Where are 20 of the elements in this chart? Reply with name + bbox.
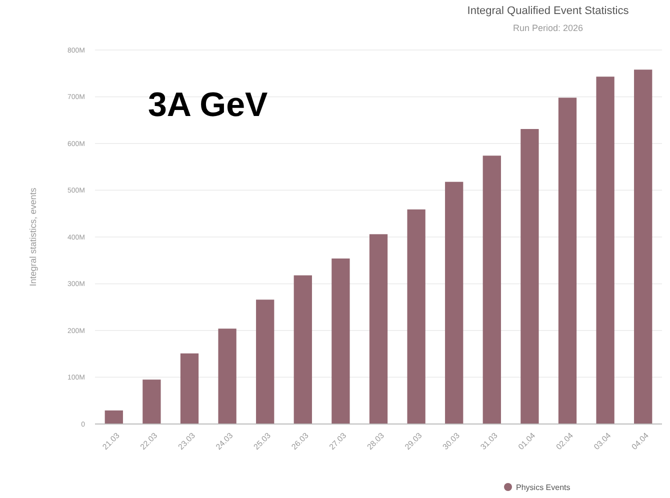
bar	[596, 76, 614, 424]
y-axis-title: Integral statistics, events	[28, 187, 38, 286]
legend-label: Physics Events	[516, 483, 570, 492]
bar	[482, 156, 501, 424]
bar	[180, 353, 199, 424]
bar	[218, 328, 236, 424]
bar	[407, 209, 426, 424]
bar	[369, 234, 388, 424]
bar	[520, 129, 539, 424]
bar	[558, 98, 577, 424]
chart-subtitle: Run Period: 2026	[512, 23, 584, 33]
bar	[332, 258, 350, 424]
bar	[256, 300, 274, 424]
bar	[634, 70, 652, 424]
bar	[142, 380, 161, 424]
bar	[294, 275, 312, 424]
annotation: 3A GeV	[148, 86, 268, 124]
chart-title: Integral Qualified Event Statistics	[467, 5, 630, 17]
bar	[104, 410, 123, 424]
bar	[445, 182, 464, 424]
